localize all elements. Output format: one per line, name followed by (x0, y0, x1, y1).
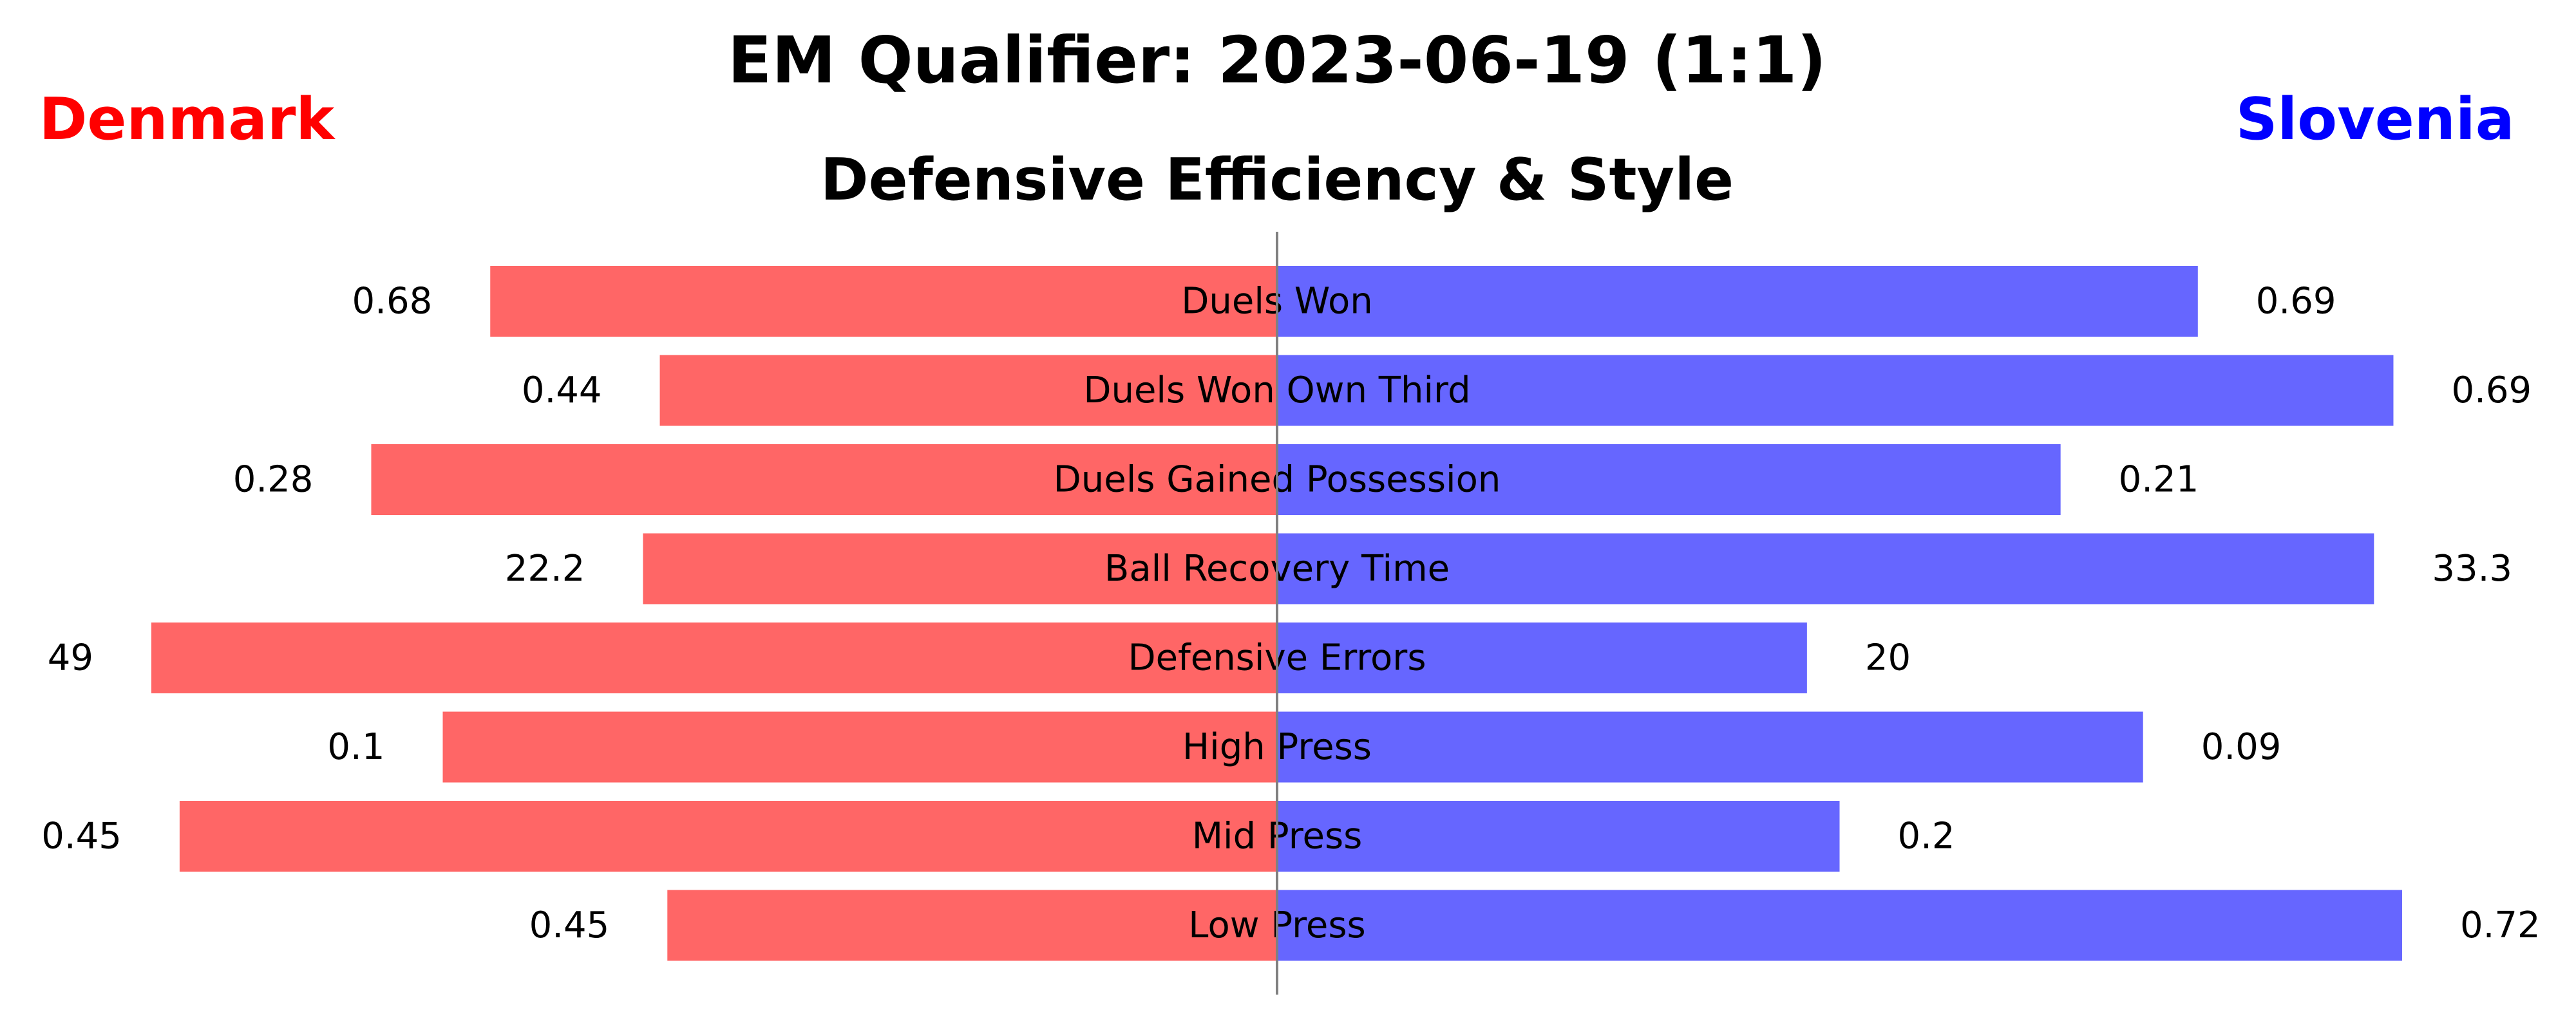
value-label-left-4: 49 (48, 637, 93, 679)
value-label-right-0: 0.69 (2256, 281, 2336, 323)
value-label-right-5: 0.09 (2201, 726, 2282, 768)
bar-left-6 (179, 801, 1278, 872)
value-label-left-0: 0.68 (352, 281, 433, 323)
value-label-left-3: 22.2 (505, 548, 585, 590)
bar-right-3 (1277, 533, 2374, 604)
bar-left-2 (371, 444, 1277, 515)
bar-right-4 (1277, 623, 1807, 693)
chart-title: EM Qualifier: 2023-06-19 (1:1) (728, 23, 1826, 98)
value-label-right-1: 0.69 (2451, 370, 2532, 411)
bar-left-1 (659, 355, 1277, 426)
bar-right-5 (1277, 711, 2143, 783)
bar-right-0 (1277, 266, 2198, 337)
right-team-label: Slovenia (2236, 86, 2515, 153)
bar-left-0 (490, 266, 1277, 337)
bar-left-7 (667, 890, 1277, 961)
value-label-right-6: 0.2 (1898, 816, 1955, 857)
bar-right-2 (1277, 444, 2061, 515)
bar-right-7 (1277, 890, 2402, 961)
value-label-right-3: 33.3 (2432, 548, 2512, 590)
value-label-right-2: 0.21 (2119, 459, 2199, 501)
bar-left-3 (643, 533, 1277, 604)
value-label-right-4: 20 (1865, 637, 1911, 679)
value-label-left-6: 0.45 (41, 816, 122, 857)
bar-left-5 (442, 711, 1278, 783)
bar-right-6 (1277, 801, 1840, 872)
value-label-right-7: 0.72 (2460, 904, 2541, 946)
value-label-left-1: 0.44 (522, 370, 602, 411)
value-label-left-2: 0.28 (233, 459, 314, 501)
left-team-label: Denmark (39, 86, 336, 153)
value-label-left-7: 0.45 (529, 904, 610, 946)
chart-subtitle: Defensive Efficiency & Style (820, 146, 1734, 214)
bar-left-4 (151, 623, 1277, 693)
value-label-left-5: 0.1 (327, 726, 384, 768)
bar-right-1 (1277, 355, 2394, 426)
